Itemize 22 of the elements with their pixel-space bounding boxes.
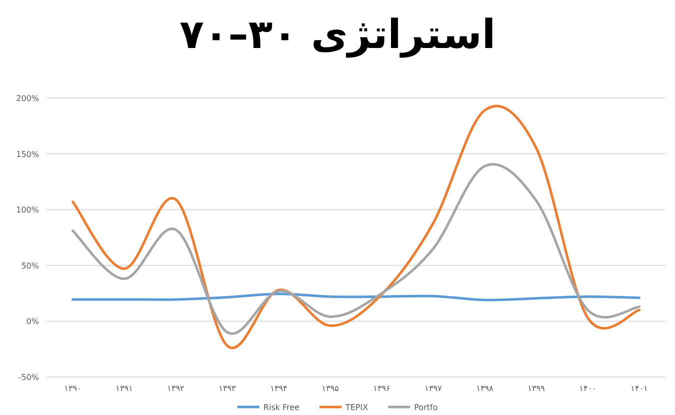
legend-label: Portfo xyxy=(414,403,438,412)
x-tick-label: ۱۳۹۱ xyxy=(116,384,133,393)
y-tick-label: 200% xyxy=(16,94,40,103)
x-tick-label: ۱۳۹۶ xyxy=(373,384,390,393)
x-tick-label: ۱۳۹۷ xyxy=(424,384,443,393)
y-tick-label: 50% xyxy=(21,261,40,270)
legend-label: Risk Free xyxy=(263,403,300,412)
x-tick-label: ۱۳۹۳ xyxy=(218,384,237,393)
y-tick-label: -50% xyxy=(18,373,40,382)
y-tick-label: 0% xyxy=(26,317,40,326)
x-tick-label: ۱۴۰۰ xyxy=(579,384,596,393)
y-tick-label: 100% xyxy=(16,206,40,215)
x-tick-label: ۱۳۹۲ xyxy=(167,384,184,393)
x-tick-label: ۱۳۹۹ xyxy=(528,384,545,393)
x-tick-label: ۱۴۰۱ xyxy=(630,384,648,393)
y-tick-label: 150% xyxy=(16,150,40,159)
x-tick-label: ۱۳۹۵ xyxy=(322,384,339,393)
chart-title: استراتژی ۳۰–۷۰ xyxy=(179,12,496,58)
x-tick-label: ۱۳۹۴ xyxy=(270,384,288,393)
x-tick-label: ۱۳۹۸ xyxy=(476,384,494,393)
x-tick-label: ۱۳۹۰ xyxy=(64,384,82,393)
legend-label: TEPIX xyxy=(344,403,369,412)
